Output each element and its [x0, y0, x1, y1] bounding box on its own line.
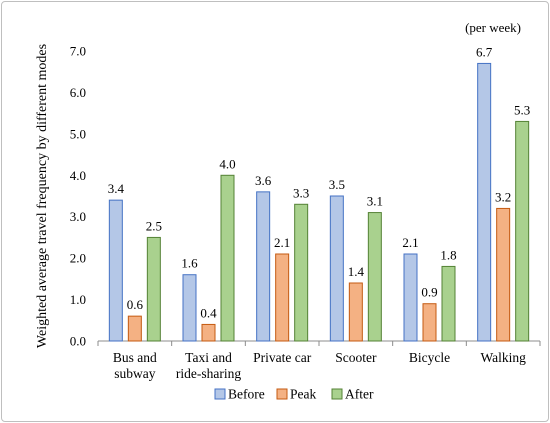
legend-label: Peak — [290, 387, 316, 402]
bar-after — [294, 203, 309, 342]
bar-peak — [496, 207, 511, 342]
data-label: 1.8 — [440, 247, 456, 262]
data-labels: 3.4 1.6 3.6 3.5 2.1 6.7 0.6 0.4 2.1 1.4 0.9 3.2 2.5 4… — [108, 44, 531, 320]
legend-swatch — [214, 388, 226, 400]
legend-swatch — [276, 388, 288, 400]
bar-after — [220, 174, 235, 342]
y-tick-label: 4.0 — [70, 168, 86, 183]
legend-item-peak: Peak — [276, 387, 316, 402]
data-label: 0.6 — [127, 297, 144, 312]
category-label: Private car — [253, 350, 312, 365]
bar-after — [515, 120, 530, 342]
legend-swatch — [331, 388, 343, 400]
data-label: 1.6 — [181, 256, 198, 271]
category-label: Taxi and ride-sharing — [176, 350, 241, 381]
data-label: 2.1 — [402, 235, 418, 250]
bar-after — [441, 265, 456, 342]
y-tick-label: 3.0 — [70, 209, 86, 224]
legend-item-before: Before — [214, 387, 265, 402]
category-label: Bicycle — [409, 350, 450, 365]
bar-after — [367, 212, 382, 342]
data-label: 3.4 — [108, 181, 125, 196]
legend-label: Before — [228, 387, 265, 402]
y-axis-title: Weighted average travel frequency by dif… — [35, 44, 50, 348]
data-label: 1.4 — [348, 264, 365, 279]
bars — [108, 62, 530, 342]
bar-before — [403, 253, 418, 342]
bar-before — [477, 62, 492, 342]
bar-peak — [422, 303, 437, 342]
y-tick-label: 0.0 — [70, 334, 86, 349]
bar-before — [182, 274, 197, 342]
legend-item-after: After — [331, 387, 374, 402]
axes: 0.0 1.0 2.0 3.0 4.0 5.0 6.0 7.0 Bus and subway Tax… — [70, 44, 541, 381]
bar-peak — [348, 282, 363, 342]
category-label: Scooter — [335, 350, 377, 365]
legend: Before Peak After — [214, 387, 374, 402]
data-label: 0.4 — [200, 305, 217, 320]
bar-peak — [127, 315, 142, 342]
category-label: Bus and subway — [113, 350, 157, 381]
data-label: 3.5 — [329, 177, 345, 192]
data-label: 3.6 — [255, 173, 272, 188]
bar-before — [329, 195, 344, 342]
data-label: 5.3 — [514, 102, 530, 117]
data-label: 6.7 — [476, 44, 493, 59]
data-label: 3.3 — [293, 185, 309, 200]
data-label: 4.0 — [219, 156, 235, 171]
data-label: 2.5 — [146, 218, 162, 233]
data-label: 3.2 — [495, 189, 511, 204]
bar-peak — [275, 253, 290, 342]
bar-before — [108, 199, 123, 342]
data-label: 2.1 — [274, 235, 290, 250]
bar-before — [256, 191, 271, 342]
bar-peak — [201, 323, 216, 342]
data-label: 3.1 — [367, 194, 383, 209]
y-tick-label: 7.0 — [70, 44, 86, 59]
data-label: 0.9 — [421, 285, 437, 300]
category-label: Walking — [480, 350, 526, 365]
y-tick-label: 1.0 — [70, 292, 86, 307]
legend-label: After — [345, 387, 374, 402]
y-tick-label: 2.0 — [70, 251, 86, 266]
y-tick-label: 5.0 — [70, 126, 86, 141]
bar-after — [146, 236, 161, 342]
y-tick-label: 6.0 — [70, 85, 86, 100]
unit-note: (per week) — [465, 20, 521, 35]
